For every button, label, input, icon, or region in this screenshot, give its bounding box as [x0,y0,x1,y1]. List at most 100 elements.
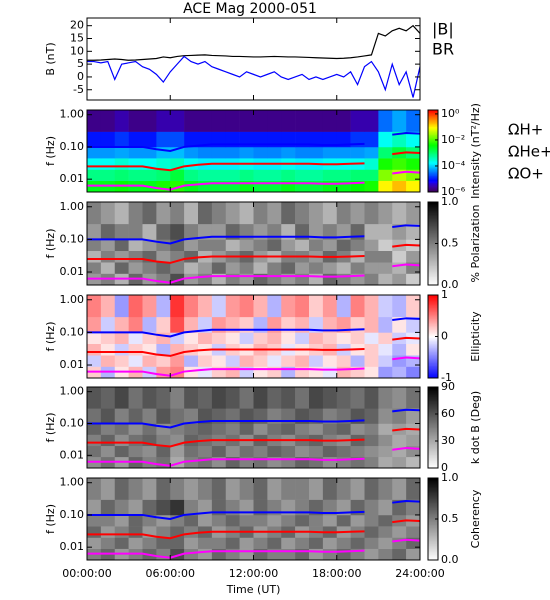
colorbar-slice [428,387,438,389]
heatmap-cell [156,131,171,148]
heatmap-cell [322,202,338,225]
heatmap-cell [184,548,199,561]
heatmap-cell [281,478,296,500]
heatmap-cell [253,273,268,286]
heatmap-cell [128,223,143,240]
colorbar-slice [428,325,438,328]
colorbar-slice [428,267,438,269]
heatmap-cell [170,387,185,409]
colorbar-label: Intensity (nT²/Hz) [469,103,482,199]
colorbar-slice [428,153,438,156]
heatmap-cell [267,548,282,561]
colorbar-slice [428,365,438,368]
heatmap-cell [100,332,116,345]
colorbar-slice [428,221,438,224]
colorbar-slice [428,312,438,315]
heatmap-cell [156,332,171,345]
colorbar-slice [428,126,438,129]
heatmap-cell [378,262,393,274]
heatmap-cell [211,366,227,379]
heatmap-cell [198,355,213,367]
colorbar-slice [428,215,438,218]
heatmap-cell [156,180,171,193]
heatmap-cell [170,343,185,356]
colorbar-tick-label: 0.5 [441,512,459,525]
heatmap-cell [309,295,324,318]
colorbar-slice [428,351,438,354]
heatmap-cell [336,110,351,132]
gyro-line [87,549,365,559]
heatmap-cell [350,366,365,379]
panel [87,295,421,379]
colorbar-slice [428,318,438,321]
heatmap-cell [198,366,213,379]
heatmap-cell [211,180,227,193]
heatmap-cell [100,131,116,148]
heatmap-cell [267,169,282,181]
colorbar-slice [428,354,438,357]
heatmap-cell [239,499,254,516]
y-tick-label: 0.01 [60,358,85,371]
colorbar-slice [428,204,438,207]
heatmap-cell [211,514,227,527]
heatmap-cell [211,202,227,225]
colorbar-slice [428,307,438,310]
heatmap-cell [281,445,296,458]
heatmap-cell [364,408,379,424]
heatmap-cell [253,316,268,333]
heatmap-cell [309,273,324,286]
heatmap-cell [114,499,129,516]
heatmap-cell [253,408,268,424]
colorbar-slice [428,428,438,431]
heatmap-cell [350,110,365,132]
colorbar-slice [428,369,438,372]
colorbar-slice [428,185,438,187]
colorbar-slice [428,409,438,412]
heatmap-cell [406,316,421,333]
heatmap-cell [336,169,351,181]
heatmap-cell [142,343,157,356]
colorbar-slice [428,148,438,151]
heatmap-cell [295,366,310,379]
heatmap-cell [253,295,268,318]
heatmap-cell [225,316,240,333]
heatmap-cell [364,223,379,240]
x-tick-label: 00:00:00 [62,567,111,580]
heatmap-cell [406,537,421,549]
colorbar-slice [428,264,438,267]
colorbar-slice [428,280,438,283]
heatmap-cell [156,387,171,409]
heatmap-cell [142,332,157,345]
heatmap-cell [295,387,310,409]
heatmap-cell [211,239,227,252]
heatmap-cell [281,295,296,318]
heatmap-cell [378,202,393,225]
heatmap-cell [253,387,268,409]
heatmap-cell [128,332,143,345]
heatmap-cell [267,499,282,516]
heatmap-cell [378,131,393,148]
colorbar-slice [428,242,438,244]
colorbar-slice [428,176,438,179]
colorbar-slice [428,521,438,524]
heatmap-cell [322,514,338,527]
heatmap-cell [128,262,143,274]
heatmap-cell [170,295,185,318]
colorbar-slice [428,211,438,214]
heatmap-cell [114,295,129,318]
colorbar-slice [428,486,438,488]
colorbar-slice [428,438,438,441]
colorbar-slice [428,391,438,393]
colorbar-slice [428,269,438,272]
heatmap-cell [211,387,227,409]
colorbar-slice [428,202,438,204]
colorbar-slice [428,348,438,351]
colorbar-slice [428,138,438,141]
colorbar-slice [428,304,438,307]
colorbar-slice [428,246,438,249]
heatmap-cell [225,180,240,193]
heatmap-cell [350,202,365,225]
colorbar-slice [428,144,438,146]
heatmap-cell [281,514,296,527]
heatmap-cell [225,332,240,345]
